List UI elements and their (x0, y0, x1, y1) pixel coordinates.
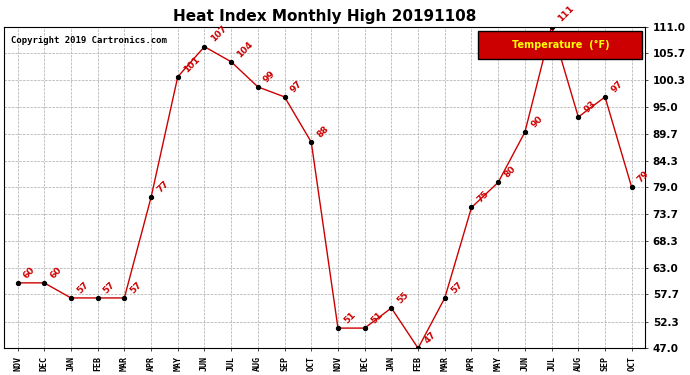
Text: 97: 97 (288, 79, 304, 94)
Text: 57: 57 (128, 280, 144, 295)
Point (253, 84, 264, 90)
Point (466, 204, 477, 210)
Text: Copyright 2019 Cartronics.com: Copyright 2019 Cartronics.com (10, 36, 166, 45)
Point (226, 59, 237, 65)
Text: 104: 104 (235, 39, 255, 59)
Point (359, 325, 371, 331)
Point (333, 325, 344, 331)
Text: 75: 75 (475, 189, 491, 205)
Point (413, 345, 424, 351)
Point (39, 280, 50, 286)
Point (600, 94, 611, 100)
Text: 60: 60 (48, 265, 63, 280)
Text: 90: 90 (529, 114, 544, 129)
Text: 107: 107 (208, 24, 228, 44)
Point (92, 295, 103, 301)
Title: Heat Index Monthly High 20191108: Heat Index Monthly High 20191108 (173, 9, 476, 24)
Text: 57: 57 (75, 280, 90, 295)
Text: 88: 88 (315, 124, 331, 140)
Text: 99: 99 (262, 69, 277, 84)
Point (440, 295, 451, 301)
Text: 47: 47 (422, 330, 437, 345)
Point (627, 184, 638, 190)
Point (66, 295, 77, 301)
Point (306, 139, 317, 145)
Point (546, 24, 557, 30)
Point (119, 295, 130, 301)
Point (172, 74, 184, 80)
Text: 80: 80 (502, 165, 518, 180)
Text: 77: 77 (155, 179, 170, 195)
Text: 55: 55 (395, 290, 411, 305)
Point (520, 129, 531, 135)
Text: 97: 97 (609, 79, 624, 94)
Point (493, 179, 504, 185)
Text: 51: 51 (369, 310, 384, 326)
FancyBboxPatch shape (478, 32, 642, 59)
Text: 79: 79 (636, 169, 651, 184)
Point (573, 114, 584, 120)
Text: 101: 101 (182, 54, 201, 74)
Text: 60: 60 (21, 265, 37, 280)
Point (386, 305, 397, 311)
Text: 57: 57 (102, 280, 117, 295)
Text: 111: 111 (555, 4, 575, 24)
Point (279, 94, 290, 100)
Text: 51: 51 (342, 310, 357, 326)
Text: 93: 93 (582, 99, 598, 114)
Point (199, 44, 210, 50)
Point (146, 194, 157, 200)
Text: Temperature  (°F): Temperature (°F) (512, 40, 609, 50)
Text: 57: 57 (449, 280, 464, 295)
Point (12, 280, 23, 286)
